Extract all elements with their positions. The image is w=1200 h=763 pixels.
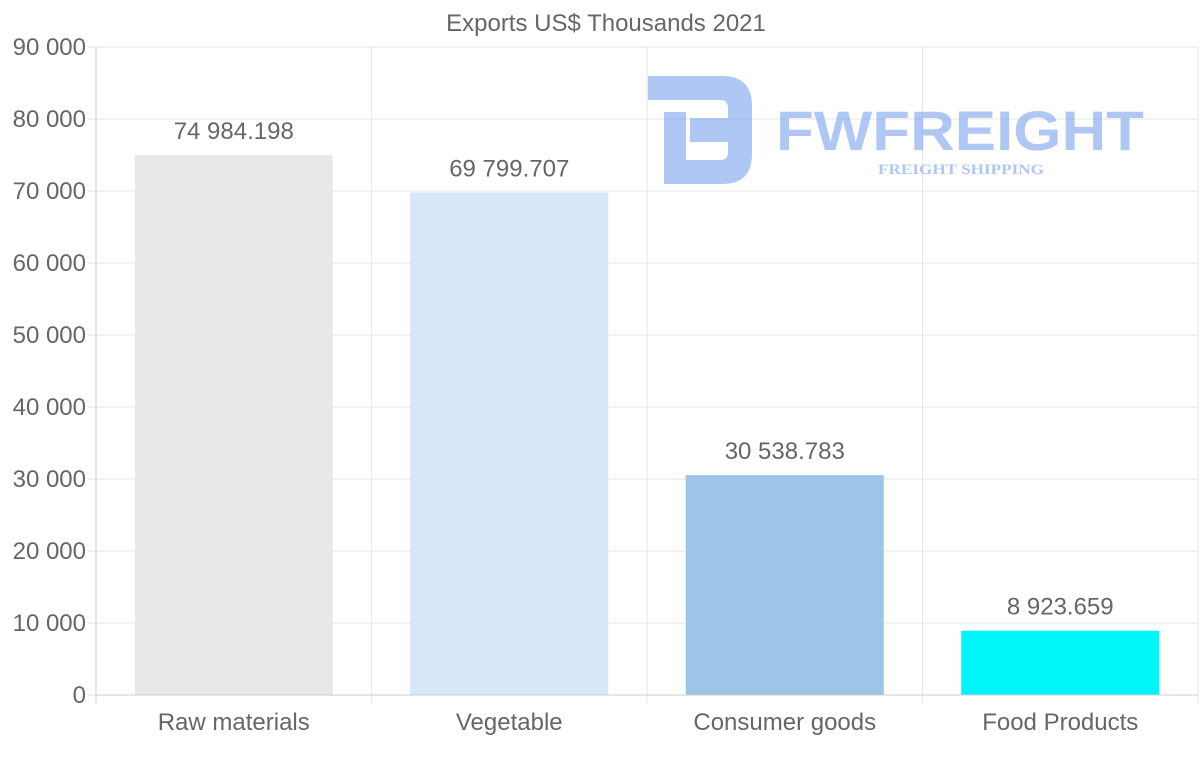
x-tick-label: Raw materials — [158, 709, 310, 736]
bar — [410, 192, 609, 695]
data-label: 74 984.198 — [174, 118, 294, 145]
x-tick-label: Vegetable — [456, 709, 563, 736]
y-tick-label: 70 000 — [13, 178, 86, 205]
chart-title: Exports US$ Thousands 2021 — [446, 10, 766, 37]
y-tick-label: 40 000 — [13, 394, 86, 421]
y-tick-label: 50 000 — [13, 322, 86, 349]
y-tick-label: 20 000 — [13, 538, 86, 565]
bars — [134, 155, 1160, 695]
watermark-tagline: FREIGHT SHIPPING — [878, 162, 1044, 178]
y-tick-label: 90 000 — [13, 34, 86, 61]
axes: 0 10 000 20 000 30 000 40 000 50 000 60 000 70 … — [13, 34, 1198, 736]
data-labels: 74 984.198 69 799.707 30 538.783 8 923.659 — [174, 118, 1114, 621]
bar — [685, 475, 884, 695]
data-label: 69 799.707 — [449, 155, 569, 182]
x-tick-label: Food Products — [982, 709, 1138, 736]
fwfreight-logo-icon — [648, 76, 752, 184]
y-tick-label: 80 000 — [13, 106, 86, 133]
watermark-logo: FWFREIGHT FREIGHT SHIPPING — [648, 76, 1144, 184]
y-tick-label: 10 000 — [13, 610, 86, 637]
y-tick-label: 30 000 — [13, 466, 86, 493]
watermark-name: FWFREIGHT — [776, 99, 1144, 162]
y-tick-label: 0 — [73, 682, 86, 709]
data-label: 30 538.783 — [725, 438, 845, 465]
bar — [961, 630, 1160, 695]
x-tick-label: Consumer goods — [693, 709, 876, 736]
bar — [134, 155, 333, 695]
y-tick-label: 60 000 — [13, 250, 86, 277]
data-label: 8 923.659 — [1007, 594, 1114, 621]
